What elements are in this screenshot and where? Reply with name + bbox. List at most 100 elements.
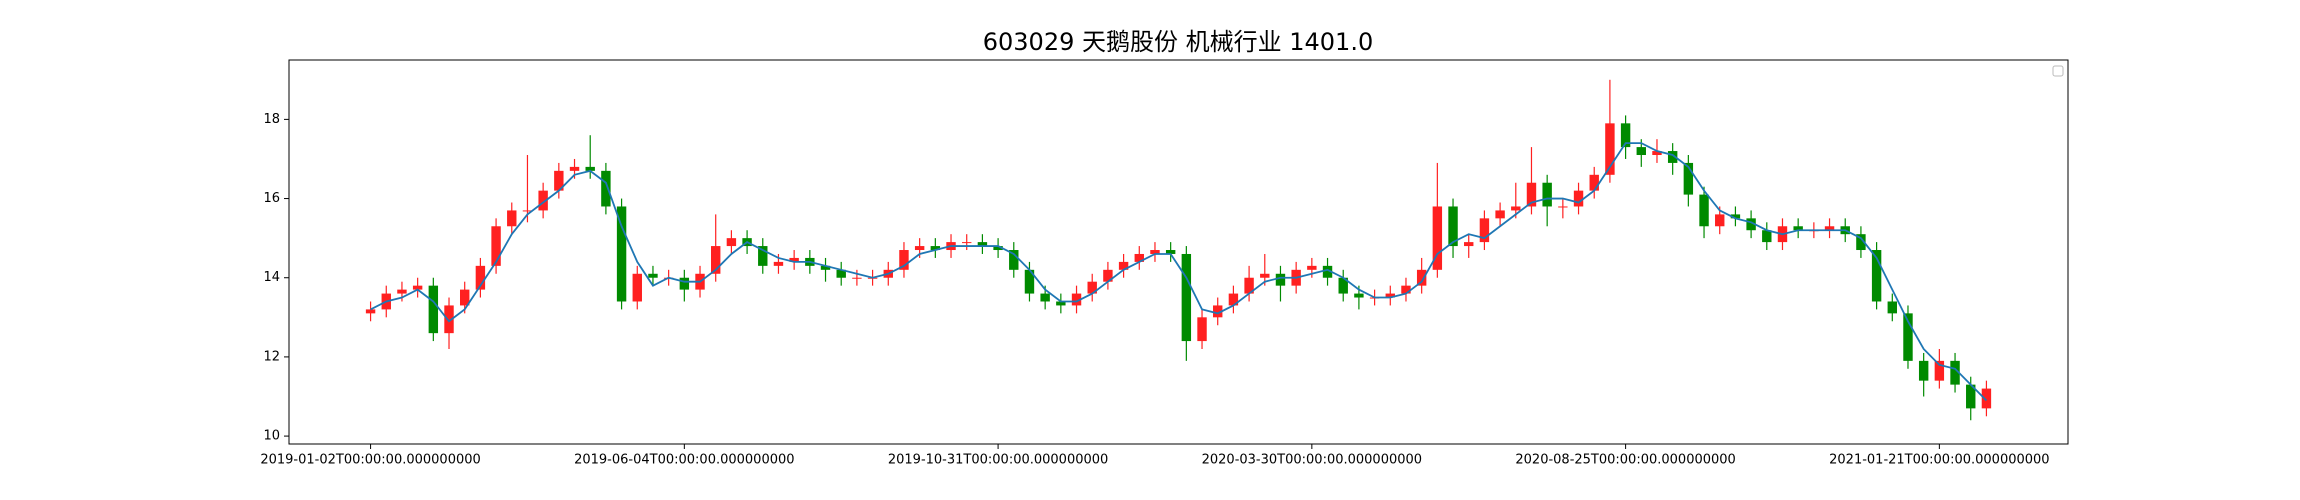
candle-body bbox=[412, 285, 423, 290]
candle-body bbox=[1558, 206, 1568, 208]
candle-body bbox=[977, 242, 988, 247]
candle-body bbox=[1495, 210, 1505, 219]
candle-body bbox=[522, 210, 533, 212]
candle-body bbox=[758, 246, 768, 266]
candle-body bbox=[1244, 277, 1254, 294]
y-tick-label: 18 bbox=[263, 112, 280, 127]
candle-body bbox=[475, 265, 486, 290]
candle-body bbox=[1432, 206, 1443, 270]
candle-body bbox=[1589, 174, 1599, 191]
candle-body bbox=[1338, 277, 1348, 294]
candle-body bbox=[899, 250, 909, 270]
candle-body bbox=[711, 246, 721, 274]
candle-body bbox=[1652, 151, 1662, 156]
candle-body bbox=[1087, 281, 1097, 294]
candle-body bbox=[1024, 269, 1035, 294]
candle-body bbox=[852, 277, 862, 279]
candle-body bbox=[507, 210, 517, 227]
candle-body bbox=[1903, 313, 1913, 361]
candle-body bbox=[1197, 317, 1207, 342]
candle-body bbox=[585, 166, 595, 171]
candle-body bbox=[538, 190, 548, 211]
candle-body bbox=[1715, 214, 1725, 227]
candle-body bbox=[914, 246, 925, 251]
chart-title: 603029 天鹅股份 机械行业 1401.0 bbox=[983, 28, 1373, 56]
candle-body bbox=[1134, 253, 1144, 262]
candle-body bbox=[773, 261, 784, 266]
candle-body bbox=[1966, 384, 1976, 409]
candle-body bbox=[1260, 273, 1270, 278]
y-tick-label: 14 bbox=[263, 270, 280, 285]
candle-body bbox=[1793, 226, 1803, 231]
candle-body bbox=[1824, 226, 1835, 231]
candle-body bbox=[1354, 293, 1364, 298]
candle-body bbox=[930, 246, 941, 251]
candle-body bbox=[1213, 305, 1223, 318]
candle-body bbox=[1401, 285, 1411, 294]
candle-body bbox=[554, 170, 564, 191]
x-tick-label: 2019-06-04T00:00:00.000000000 bbox=[574, 453, 794, 468]
candle-body bbox=[1887, 301, 1898, 314]
candle-body bbox=[726, 238, 737, 247]
candle-body bbox=[1275, 273, 1286, 286]
candle-body bbox=[1746, 218, 1756, 231]
candle-body bbox=[491, 226, 501, 266]
candle-body bbox=[789, 257, 799, 262]
candle-body bbox=[1918, 360, 1929, 381]
candle-body bbox=[1322, 265, 1333, 278]
candle-body bbox=[1636, 147, 1646, 156]
candle-body bbox=[1464, 242, 1474, 247]
candle-body bbox=[836, 269, 846, 278]
y-tick-label: 10 bbox=[263, 429, 280, 444]
candle-body bbox=[1934, 360, 1945, 381]
candle-body bbox=[397, 289, 407, 294]
candle-body bbox=[1416, 269, 1427, 286]
candle-body bbox=[993, 246, 1003, 251]
candle-body bbox=[1056, 301, 1066, 306]
candle-body bbox=[1448, 206, 1458, 247]
candle-body bbox=[1479, 218, 1490, 243]
candle-body bbox=[632, 273, 642, 302]
candle-body bbox=[459, 289, 470, 306]
x-tick-label: 2019-01-02T00:00:00.000000000 bbox=[260, 453, 480, 468]
candle-body bbox=[1511, 206, 1521, 211]
candle-body bbox=[1573, 190, 1584, 207]
candle-body bbox=[1730, 214, 1741, 219]
candle-body bbox=[1605, 123, 1615, 175]
x-tick-label: 2019-10-31T00:00:00.000000000 bbox=[888, 453, 1108, 468]
candle-body bbox=[1950, 360, 1960, 385]
candle-body bbox=[1071, 293, 1082, 306]
candle-body bbox=[1620, 123, 1631, 148]
candle-body bbox=[1040, 293, 1050, 302]
candle-body bbox=[1981, 388, 1992, 409]
candle-body bbox=[1150, 250, 1160, 254]
legend-box bbox=[2052, 65, 2064, 77]
candle-body bbox=[1683, 162, 1694, 195]
candle-body bbox=[1762, 230, 1772, 243]
candle-body bbox=[679, 277, 690, 290]
candle-body bbox=[820, 265, 831, 270]
plot-frame bbox=[288, 59, 2069, 445]
candle-body bbox=[444, 305, 454, 334]
x-tick-label: 2020-03-30T00:00:00.000000000 bbox=[1202, 453, 1422, 468]
candle-body bbox=[1181, 253, 1192, 342]
candle-body bbox=[1542, 182, 1552, 207]
moving-average-line bbox=[370, 142, 1988, 402]
candle-body bbox=[962, 242, 972, 244]
candle-body bbox=[1307, 265, 1317, 270]
candle-body bbox=[1165, 250, 1176, 254]
candle-body bbox=[616, 206, 627, 302]
candle-body bbox=[365, 309, 376, 314]
x-tick-label: 2020-08-25T00:00:00.000000000 bbox=[1515, 453, 1735, 468]
candle-body bbox=[1871, 250, 1882, 302]
candle-body bbox=[1103, 269, 1113, 282]
candle-body bbox=[428, 285, 439, 334]
candle-body bbox=[601, 170, 611, 207]
candle-body bbox=[1699, 194, 1709, 227]
candle-body bbox=[1856, 234, 1866, 251]
candle-body bbox=[1526, 182, 1537, 207]
candle-body bbox=[1228, 293, 1239, 306]
y-tick-label: 16 bbox=[263, 191, 280, 206]
y-tick-label: 12 bbox=[263, 349, 280, 364]
